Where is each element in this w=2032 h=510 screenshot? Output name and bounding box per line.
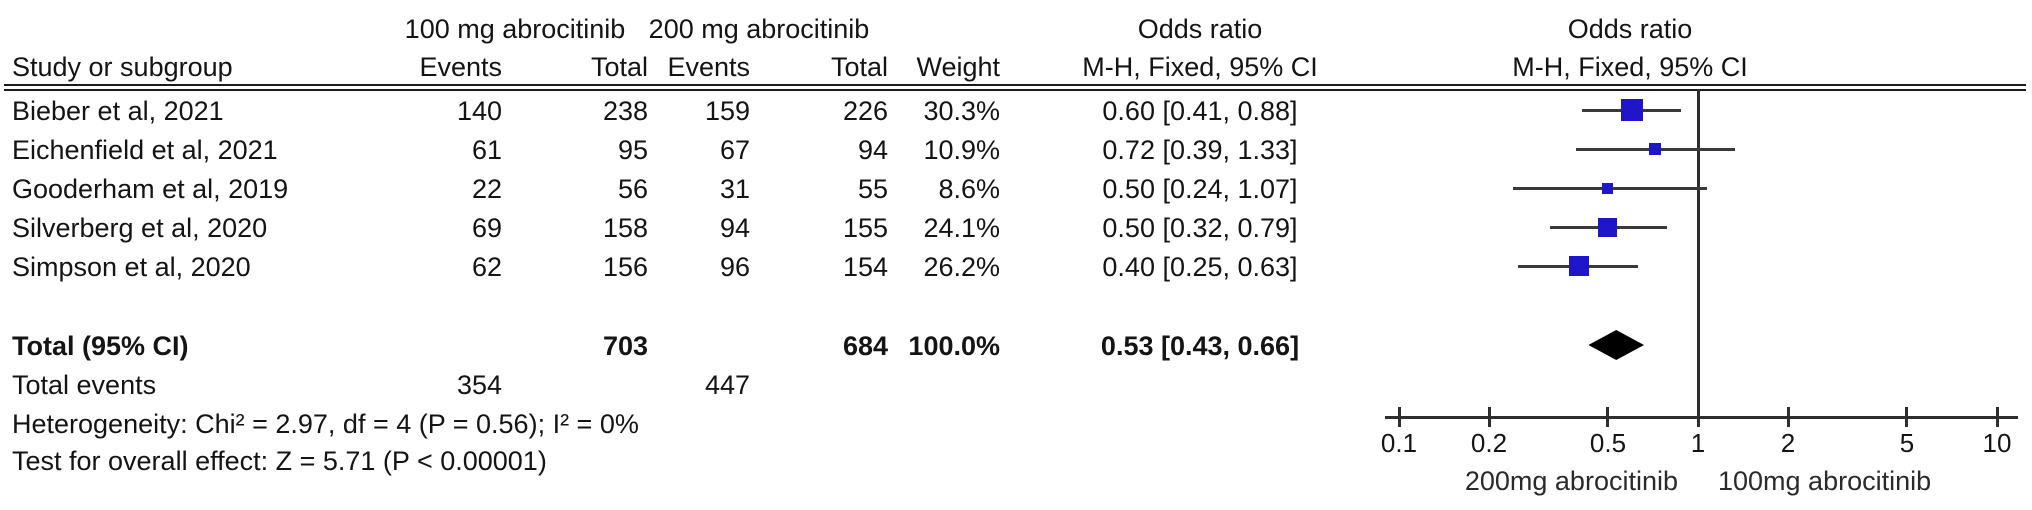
total-events-row: Total events 354 447 bbox=[0, 366, 2032, 404]
total-row: Total (95% CI) 703 684 100.0% 0.53 [0.43… bbox=[0, 327, 2032, 365]
heterogeneity-text: Heterogeneity: Chi² = 2.97, df = 4 (P = … bbox=[12, 409, 639, 439]
odds-ratio-ci-value: 0.72 [0.39, 1.33] bbox=[1102, 135, 1298, 165]
total-200mg-value: 226 bbox=[842, 96, 888, 126]
events-200mg-value: 159 bbox=[704, 96, 750, 126]
total-100mg-value: 156 bbox=[602, 252, 648, 282]
study-point-estimate-marker bbox=[1602, 182, 1614, 194]
heterogeneity-row: Heterogeneity: Chi² = 2.97, df = 4 (P = … bbox=[0, 405, 2032, 443]
total-200mg-value: 94 bbox=[857, 135, 888, 165]
x-axis-tick bbox=[1995, 407, 1999, 427]
favors-right-label: 100mg abrocitinib bbox=[1718, 466, 1932, 496]
x-axis-tick-label: 10 bbox=[1982, 428, 2012, 458]
overall-effect-row: Test for overall effect: Z = 5.71 (P < 0… bbox=[0, 442, 2032, 480]
x-axis-tick-label: 2 bbox=[1780, 428, 1796, 458]
weight-value: 10.9% bbox=[923, 135, 1000, 165]
total-odds-ratio-ci: 0.53 [0.43, 0.66] bbox=[1100, 331, 1300, 361]
odds-ratio-ci-value: 0.40 [0.25, 0.63] bbox=[1102, 252, 1298, 282]
study-point-estimate-marker bbox=[1569, 256, 1590, 276]
x-axis-tick-label: 0.5 bbox=[1589, 428, 1627, 458]
x-axis-tick-label: 0.2 bbox=[1470, 428, 1508, 458]
events-200mg-header: Events bbox=[667, 52, 750, 82]
x-axis-line bbox=[1385, 415, 2018, 419]
x-axis-tick-label: 1 bbox=[1690, 428, 1706, 458]
table-row-silverberg: Silverberg et al, 2020 69 158 94 155 24.… bbox=[0, 209, 2032, 247]
odds-ratio-plot-title: Odds ratio bbox=[1567, 14, 1693, 44]
table-row-bieber: Bieber et al, 2021 140 238 159 226 30.3%… bbox=[0, 92, 2032, 130]
events-100mg-value: 69 bbox=[471, 213, 502, 243]
weight-column-header: Weight bbox=[916, 52, 1000, 82]
total-100mg-sum: 703 bbox=[602, 331, 648, 361]
events-100mg-value: 61 bbox=[471, 135, 502, 165]
events-100mg-value: 62 bbox=[471, 252, 502, 282]
study-column-header: Study or subgroup bbox=[12, 52, 233, 82]
events-100mg-value: 22 bbox=[471, 174, 502, 204]
total-200mg-sum: 684 bbox=[842, 331, 888, 361]
total-weight: 100.0% bbox=[908, 331, 1000, 361]
study-point-estimate-marker bbox=[1620, 99, 1643, 121]
events-100mg-value: 140 bbox=[456, 96, 502, 126]
events-200mg-value: 31 bbox=[719, 174, 750, 204]
total-200mg-value: 155 bbox=[842, 213, 888, 243]
weight-value: 24.1% bbox=[923, 213, 1000, 243]
total-100mg-value: 158 bbox=[602, 213, 648, 243]
total-100mg-value: 56 bbox=[617, 174, 648, 204]
study-name: Bieber et al, 2021 bbox=[12, 96, 224, 126]
weight-value: 26.2% bbox=[923, 252, 1000, 282]
odds-ratio-column-title: Odds ratio bbox=[1137, 14, 1263, 44]
x-axis-tick-label: 0.1 bbox=[1380, 428, 1418, 458]
total-events-label: Total events bbox=[12, 370, 157, 400]
study-name: Eichenfield et al, 2021 bbox=[12, 135, 278, 165]
study-name: Silverberg et al, 2020 bbox=[12, 213, 268, 243]
study-name: Gooderham et al, 2019 bbox=[12, 174, 289, 204]
total-100mg-value: 238 bbox=[602, 96, 648, 126]
mh-fixed-plot-header: M-H, Fixed, 95% CI bbox=[1512, 52, 1748, 82]
x-axis-tick bbox=[1606, 407, 1610, 427]
study-point-estimate-marker bbox=[1649, 143, 1662, 155]
x-axis-tick bbox=[1397, 407, 1401, 427]
events-200mg-value: 96 bbox=[719, 252, 750, 282]
header-column-row: Study or subgroup Events Total Events To… bbox=[0, 48, 2032, 86]
x-axis-tick bbox=[1487, 407, 1491, 427]
header-separator-line bbox=[4, 84, 2026, 91]
events-100mg-header: Events bbox=[419, 52, 502, 82]
table-row-eichenfield: Eichenfield et al, 2021 61 95 67 94 10.9… bbox=[0, 131, 2032, 169]
study-point-estimate-marker bbox=[1598, 217, 1618, 237]
total-100mg-header: Total bbox=[590, 52, 648, 82]
odds-ratio-ci-value: 0.60 [0.41, 0.88] bbox=[1102, 96, 1298, 126]
null-effect-line bbox=[1696, 89, 1700, 419]
weight-value: 30.3% bbox=[923, 96, 1000, 126]
favors-left-label: 200mg abrocitinib bbox=[1464, 466, 1678, 496]
total-100mg-value: 95 bbox=[617, 135, 648, 165]
weight-value: 8.6% bbox=[938, 174, 1000, 204]
odds-ratio-ci-value: 0.50 [0.32, 0.79] bbox=[1102, 213, 1298, 243]
x-axis-tick bbox=[1905, 407, 1909, 427]
odds-ratio-ci-value: 0.50 [0.24, 1.07] bbox=[1102, 174, 1298, 204]
events-200mg-value: 94 bbox=[719, 213, 750, 243]
x-axis-tick bbox=[1696, 407, 1700, 427]
overall-effect-text: Test for overall effect: Z = 5.71 (P < 0… bbox=[12, 446, 547, 476]
total-label: Total (95% CI) bbox=[12, 331, 189, 361]
total-200mg-header: Total bbox=[830, 52, 888, 82]
table-row-simpson: Simpson et al, 2020 62 156 96 154 26.2% … bbox=[0, 248, 2032, 286]
x-axis-tick bbox=[1786, 407, 1790, 427]
group-100mg-title: 100 mg abrocitinib bbox=[404, 14, 626, 44]
total-events-100mg: 354 bbox=[456, 370, 502, 400]
group-200mg-title: 200 mg abrocitinib bbox=[648, 14, 870, 44]
x-axis-tick-label: 5 bbox=[1899, 428, 1915, 458]
summary-diamond bbox=[1588, 330, 1645, 360]
table-row-gooderham: Gooderham et al, 2019 22 56 31 55 8.6% 0… bbox=[0, 170, 2032, 208]
mh-fixed-column-header: M-H, Fixed, 95% CI bbox=[1082, 52, 1318, 82]
study-name: Simpson et al, 2020 bbox=[12, 252, 251, 282]
total-200mg-value: 55 bbox=[857, 174, 888, 204]
header-group-row: 100 mg abrocitinib 200 mg abrocitinib Od… bbox=[0, 10, 2032, 48]
events-200mg-value: 67 bbox=[719, 135, 750, 165]
total-events-200mg: 447 bbox=[704, 370, 750, 400]
total-200mg-value: 154 bbox=[842, 252, 888, 282]
